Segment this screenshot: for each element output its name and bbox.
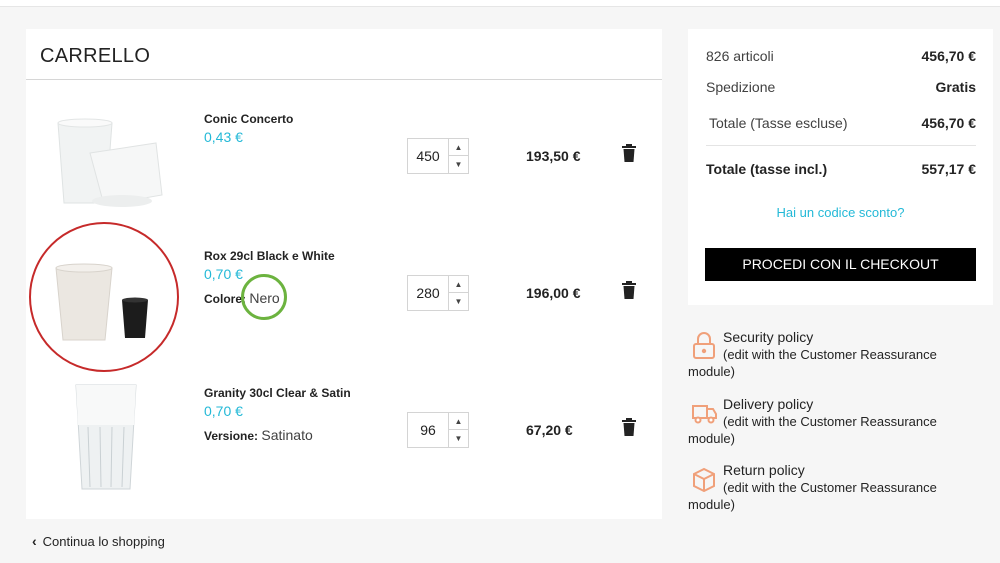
product-image[interactable] <box>50 93 170 213</box>
product-name[interactable]: Conic Concerto <box>204 112 294 126</box>
product-unit-price: 0,70 € <box>204 403 243 419</box>
reassurance-description: (edit with the Customer Reassurance modu… <box>688 347 937 379</box>
divider <box>706 145 976 146</box>
reassurance-title: Security policy <box>723 329 814 345</box>
reassurance-title: Return policy <box>723 462 805 478</box>
trash-icon[interactable] <box>622 144 636 162</box>
highlight-circle <box>241 274 287 320</box>
product-attribute: Versione: Satinato <box>204 427 313 443</box>
cart-item: Granity 30cl Clear & Satin 0,70 € Versio… <box>26 367 662 497</box>
product-name[interactable]: Rox 29cl Black e White <box>204 249 335 263</box>
reassurance-description: (edit with the Customer Reassurance modu… <box>688 480 937 512</box>
chevron-up-icon[interactable]: ▲ <box>448 139 468 156</box>
reassurance-delivery: Delivery policy (edit with the Customer … <box>688 396 988 452</box>
product-image[interactable] <box>50 381 170 493</box>
chevron-left-icon: ‹ <box>32 533 37 549</box>
promo-code-link[interactable]: Hai un codice sconto? <box>776 205 905 220</box>
attribute-label: Versione: <box>204 429 259 443</box>
quantity-input[interactable]: 96 <box>420 422 436 438</box>
divider <box>26 79 662 80</box>
top-bar <box>0 0 1000 7</box>
truck-icon <box>692 405 717 424</box>
quantity-stepper[interactable]: 96 ▲ ▼ <box>407 412 469 448</box>
cart-title: CARRELLO <box>40 45 151 67</box>
product-line-total: 196,00 € <box>526 285 581 301</box>
return-box-icon <box>693 467 715 492</box>
quantity-stepper[interactable]: 450 ▲ ▼ <box>407 138 469 174</box>
reassurance-title: Delivery policy <box>723 396 814 412</box>
quantity-stepper[interactable]: 280 ▲ ▼ <box>407 275 469 311</box>
attribute-label: Colore: <box>204 292 246 306</box>
chevron-down-icon[interactable]: ▼ <box>448 156 468 173</box>
quantity-input[interactable]: 280 <box>416 285 440 301</box>
reassurance-description: (edit with the Customer Reassurance modu… <box>688 414 937 446</box>
highlight-circle <box>29 222 179 372</box>
chevron-down-icon[interactable]: ▼ <box>448 293 468 310</box>
product-unit-price: 0,43 € <box>204 129 243 145</box>
attribute-value: Satinato <box>261 427 313 443</box>
chevron-up-icon[interactable]: ▲ <box>448 276 468 293</box>
chevron-down-icon[interactable]: ▼ <box>448 430 468 447</box>
trash-icon[interactable] <box>622 418 636 436</box>
continue-shopping-label: Continua lo shopping <box>42 533 165 549</box>
trash-icon[interactable] <box>622 281 636 299</box>
product-unit-price: 0,70 € <box>204 266 243 282</box>
product-name[interactable]: Granity 30cl Clear & Satin <box>204 386 351 400</box>
cart-item: Conic Concerto 0,43 € 450 ▲ ▼ 193,50 € <box>26 93 662 223</box>
product-line-total: 193,50 € <box>526 148 581 164</box>
continue-shopping-link[interactable]: ‹ Continua lo shopping <box>32 533 165 549</box>
checkout-button[interactable]: PROCEDI CON IL CHECKOUT <box>705 248 976 281</box>
lock-icon <box>693 332 715 359</box>
reassurance-return: Return policy (edit with the Customer Re… <box>688 462 988 518</box>
summary-articles: 826 articoli 456,70 € <box>706 48 976 64</box>
quantity-input[interactable]: 450 <box>416 148 440 164</box>
chevron-up-icon[interactable]: ▲ <box>448 413 468 430</box>
summary-total: Totale (tasse incl.) 557,17 € <box>706 161 976 177</box>
product-line-total: 67,20 € <box>526 422 573 438</box>
order-summary: 826 articoli 456,70 € Spedizione Gratis … <box>688 29 993 305</box>
summary-shipping: Spedizione Gratis <box>706 79 976 95</box>
summary-subtotal: Totale (Tasse escluse) 456,70 € <box>709 115 976 131</box>
reassurance-security: Security policy (edit with the Customer … <box>688 329 988 385</box>
